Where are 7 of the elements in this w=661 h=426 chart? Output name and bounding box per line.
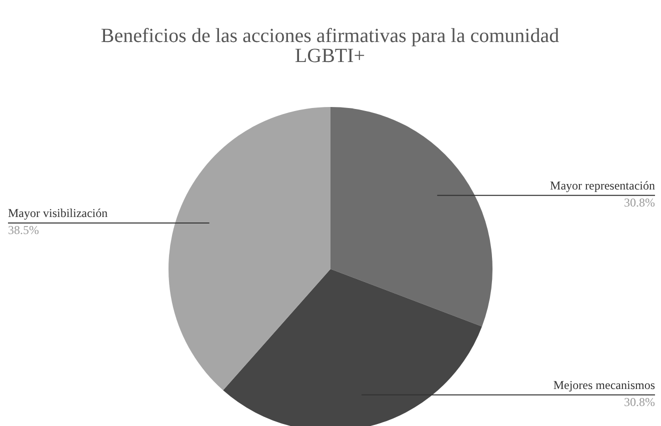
data-label: 30.8%: [624, 196, 655, 210]
slice-label: Mejores mecanismos: [553, 378, 656, 392]
data-label: 38.5%: [8, 223, 39, 238]
chart-title: Beneficios de las acciones afirmativas para la comunidad LGBTI+: [100, 25, 560, 67]
data-label: 30.8%: [624, 394, 655, 409]
slice-label: Mayor representación: [550, 178, 655, 193]
slice-label: Mayor visibilización: [8, 206, 108, 220]
